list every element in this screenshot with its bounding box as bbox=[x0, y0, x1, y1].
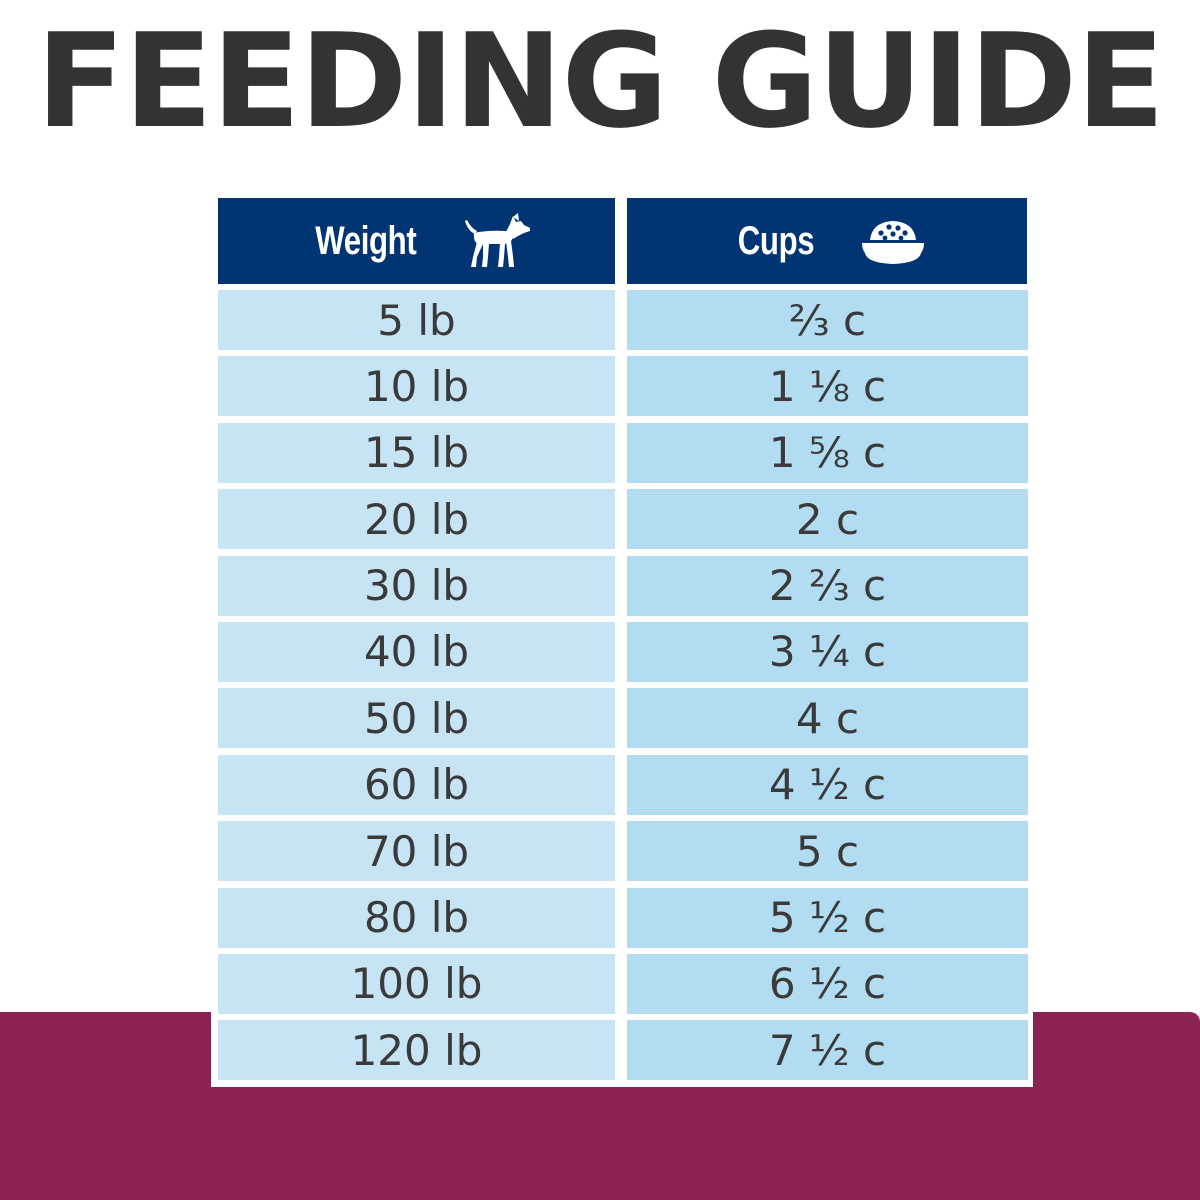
cups-cell: 6 ½ c bbox=[627, 953, 1028, 1014]
cups-cell: 5 c bbox=[627, 821, 1028, 882]
table-row: 10 lb 1 ⅛ c bbox=[218, 356, 1028, 417]
cups-cell: ⅔ c bbox=[627, 290, 1028, 350]
weight-cell: 100 lb bbox=[218, 953, 615, 1014]
dog-icon bbox=[464, 213, 532, 269]
table-row: 30 lb 2 ⅔ c bbox=[218, 555, 1028, 616]
weight-cell: 80 lb bbox=[218, 887, 615, 948]
table-row: 15 lb 1 ⅝ c bbox=[218, 422, 1028, 483]
table-row: 50 lb 4 c bbox=[218, 688, 1028, 749]
weight-cell: 10 lb bbox=[218, 356, 615, 417]
cups-column-header: Cups bbox=[627, 198, 1027, 284]
cups-cell: 5 ½ c bbox=[627, 887, 1028, 948]
table-row: 40 lb 3 ¼ c bbox=[218, 621, 1028, 682]
cups-cell: 2 c bbox=[627, 489, 1028, 550]
cups-cell: 2 ⅔ c bbox=[627, 555, 1028, 616]
cups-cell: 1 ⅛ c bbox=[627, 356, 1028, 417]
table-row: 5 lb ⅔ c bbox=[218, 290, 1028, 350]
page-title: FEEDING GUIDE bbox=[36, 5, 1165, 157]
weight-cell: 40 lb bbox=[218, 621, 615, 682]
cups-cell: 4 ½ c bbox=[627, 754, 1028, 815]
weight-cell: 30 lb bbox=[218, 555, 615, 616]
table-body: 5 lb ⅔ c 10 lb 1 ⅛ c 15 lb 1 ⅝ c 20 lb 2… bbox=[218, 290, 1028, 1087]
weight-cell: 20 lb bbox=[218, 489, 615, 550]
table-row: 70 lb 5 c bbox=[218, 821, 1028, 882]
table-row: 120 lb 7 ½ c bbox=[218, 1020, 1028, 1081]
table-row: 100 lb 6 ½ c bbox=[218, 953, 1028, 1014]
food-bowl-icon bbox=[859, 216, 927, 266]
cups-cell: 7 ½ c bbox=[627, 1020, 1028, 1081]
weight-cell: 15 lb bbox=[218, 422, 615, 483]
weight-column-header: Weight bbox=[218, 198, 615, 284]
weight-cell: 5 lb bbox=[218, 290, 615, 350]
weight-cell: 120 lb bbox=[218, 1020, 615, 1081]
cups-header-label: Cups bbox=[737, 219, 815, 263]
weight-cell: 70 lb bbox=[218, 821, 615, 882]
cups-cell: 1 ⅝ c bbox=[627, 422, 1028, 483]
table-row: 20 lb 2 c bbox=[218, 489, 1028, 550]
cups-cell: 4 c bbox=[627, 688, 1028, 749]
table-row: 60 lb 4 ½ c bbox=[218, 754, 1028, 815]
weight-cell: 60 lb bbox=[218, 754, 615, 815]
weight-cell: 50 lb bbox=[218, 688, 615, 749]
cups-cell: 3 ¼ c bbox=[627, 621, 1028, 682]
table-row: 80 lb 5 ½ c bbox=[218, 887, 1028, 948]
weight-header-label: Weight bbox=[314, 219, 417, 263]
